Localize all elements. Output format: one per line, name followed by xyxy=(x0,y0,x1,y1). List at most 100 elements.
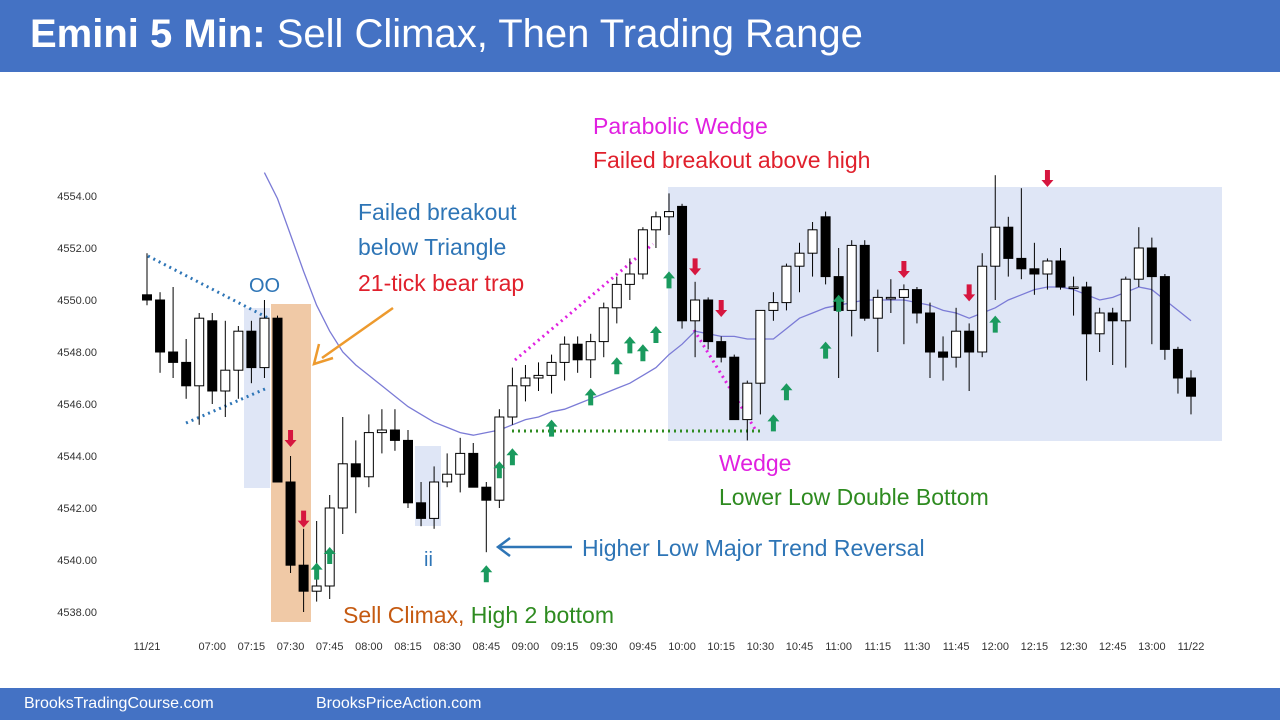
high2-bottom-text: High 2 bottom xyxy=(464,602,614,628)
bull-candle-body xyxy=(637,229,648,275)
bull-candle-body xyxy=(559,343,570,363)
higher-low-label: Higher Low Major Trend Reversal xyxy=(582,535,925,561)
candle xyxy=(1133,227,1144,287)
bull-signal-arrow xyxy=(663,271,675,289)
y-tick-label: 4554.00 xyxy=(57,191,97,203)
y-tick-label: 4546.00 xyxy=(57,399,97,411)
candle xyxy=(233,326,244,399)
bear-candle-body xyxy=(729,356,740,421)
footer-right-link[interactable]: BrooksPriceAction.com xyxy=(316,695,482,712)
candle xyxy=(311,521,322,602)
bull-candle-body xyxy=(1120,278,1131,322)
bull-candle-body xyxy=(846,244,857,311)
title-bar: Emini 5 Min: Sell Climax, Then Trading R… xyxy=(0,0,1280,72)
bear-candle-body xyxy=(481,486,492,501)
candle xyxy=(376,409,387,454)
bear-candle-body xyxy=(716,341,727,358)
bear-trap-arrowhead xyxy=(312,343,334,366)
bull-candle-body xyxy=(259,317,270,369)
candle xyxy=(416,482,427,527)
bear-candle-body xyxy=(272,317,283,483)
bear-candle-body xyxy=(911,289,922,314)
bull-signal-arrow xyxy=(323,547,336,564)
bear-candle-body xyxy=(1159,276,1170,350)
page-title-rest: Sell Climax, Then Trading Range xyxy=(265,12,863,56)
candle xyxy=(337,417,348,534)
higher-low-arrowhead xyxy=(495,537,511,557)
signal-arrows xyxy=(284,170,1054,583)
bull-signal-arrow xyxy=(780,383,793,401)
moving-average-line xyxy=(263,172,1192,436)
candle xyxy=(885,279,896,313)
bear-candle-body xyxy=(938,351,949,358)
x-tick-label: 12:00 xyxy=(981,641,1009,653)
bull-signal-arrow xyxy=(636,344,649,362)
candle xyxy=(363,414,374,488)
bull-signal-arrow xyxy=(545,419,558,437)
candle xyxy=(142,253,152,306)
candle xyxy=(650,211,661,248)
footer-left-link[interactable]: BrooksTradingCourse.com xyxy=(24,695,214,712)
y-tick-label: 4550.00 xyxy=(57,295,97,307)
bull-candle-body xyxy=(624,273,635,285)
candle xyxy=(1029,242,1040,295)
bear-candle-body xyxy=(389,429,400,441)
bull-candle-body xyxy=(807,229,818,254)
candle xyxy=(559,336,570,381)
triangle-upper-line xyxy=(147,254,271,321)
candle xyxy=(977,253,988,358)
y-tick-label: 4544.00 xyxy=(57,451,97,463)
candle xyxy=(768,292,779,321)
bull-candle-body xyxy=(977,265,988,353)
candle xyxy=(1081,281,1092,381)
candle xyxy=(207,313,218,404)
bull-candle-body xyxy=(598,307,609,343)
candle xyxy=(546,354,557,394)
bull-signal-arrow xyxy=(610,357,623,375)
bull-signal-arrow xyxy=(480,565,493,583)
bull-signal-arrow xyxy=(767,414,780,432)
bull-signal-arrow xyxy=(989,315,1002,333)
bull-signal-arrow xyxy=(584,388,597,406)
bear-candle-body xyxy=(1107,312,1118,322)
candle xyxy=(220,320,231,417)
bear-candle-body xyxy=(572,343,583,361)
bull-signal-arrow xyxy=(832,294,845,312)
candle xyxy=(442,453,453,488)
candle xyxy=(298,528,309,612)
candle xyxy=(938,336,949,381)
candle xyxy=(1055,248,1066,290)
candle xyxy=(246,320,257,384)
bull-candle-body xyxy=(664,211,674,218)
x-tick-label: 07:15 xyxy=(238,641,266,653)
bear-candle-body xyxy=(1029,268,1040,275)
bull-candle-body xyxy=(311,585,322,592)
bull-candle-body xyxy=(885,296,896,300)
bull-signal-arrow xyxy=(623,336,636,354)
candle xyxy=(1068,276,1079,316)
candle xyxy=(1172,346,1183,394)
bear-candle-body xyxy=(1003,226,1014,259)
bull-candle-body xyxy=(794,252,805,267)
sell-climax-text: Sell Climax, xyxy=(343,602,464,628)
bull-candle-body xyxy=(898,289,909,298)
candle xyxy=(990,175,1001,300)
bull-candle-body xyxy=(494,416,505,501)
failed-breakout-label: Failed breakout xyxy=(358,199,517,225)
x-tick-label: 10:00 xyxy=(668,641,696,653)
bear-candle-body xyxy=(142,294,152,301)
bull-candle-body xyxy=(533,374,544,379)
candle xyxy=(1003,216,1014,277)
x-tick-label: 08:45 xyxy=(473,641,501,653)
candle xyxy=(611,276,622,324)
x-axis: 11/21 07:00 07:15 07:30 07:45 08:00 08:15 08:30… xyxy=(134,641,1205,653)
candle xyxy=(429,466,440,529)
bear-candle-body xyxy=(703,299,714,343)
x-tick-label: 12:30 xyxy=(1060,641,1088,653)
bear-trap-arrow-shaft xyxy=(321,306,394,360)
x-tick-label: 10:30 xyxy=(747,641,775,653)
page-title: Emini 5 Min: Sell Climax, Then Trading R… xyxy=(30,12,863,57)
bull-candle-body xyxy=(507,385,518,418)
candle xyxy=(664,193,674,235)
candle xyxy=(1120,276,1131,368)
